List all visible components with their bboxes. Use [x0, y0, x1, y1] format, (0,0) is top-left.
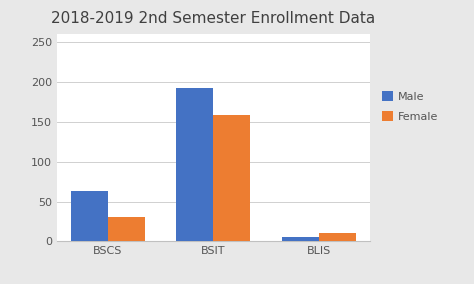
Bar	[319, 233, 356, 241]
Bar	[282, 237, 319, 241]
Title: 2018-2019 2nd Semester Enrollment Data: 2018-2019 2nd Semester Enrollment Data	[51, 11, 375, 26]
Legend: Male, Female: Male, Female	[382, 91, 438, 122]
Bar	[176, 88, 213, 241]
Bar	[108, 218, 145, 241]
Bar	[71, 191, 108, 241]
Bar	[213, 115, 250, 241]
